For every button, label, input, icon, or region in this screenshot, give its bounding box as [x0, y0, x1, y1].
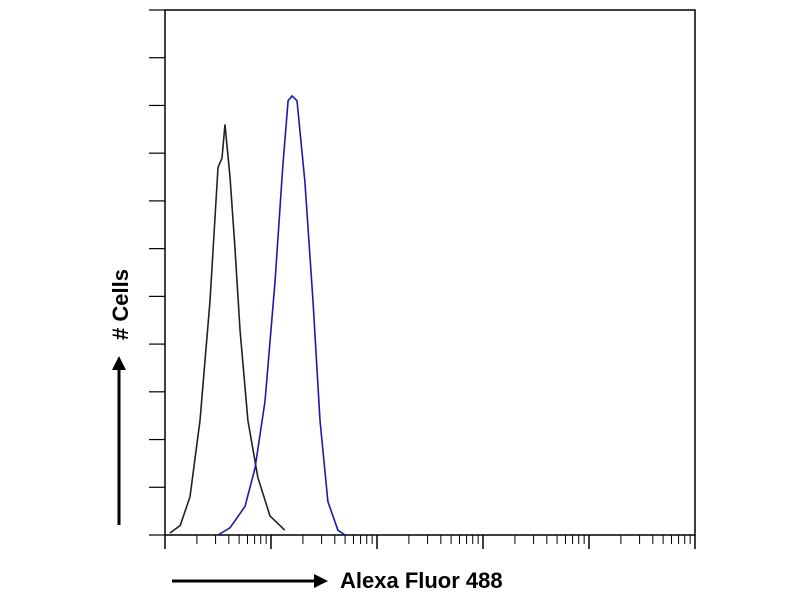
y-arrow-head — [112, 356, 126, 370]
histogram-line — [217, 94, 346, 536]
y-axis-label: # Cells — [108, 269, 133, 340]
plot-frame — [164, 9, 696, 536]
x-arrow-head — [314, 574, 328, 588]
x-axis-label: Alexa Fluor 488 — [340, 568, 503, 593]
histogram-line — [169, 124, 286, 534]
